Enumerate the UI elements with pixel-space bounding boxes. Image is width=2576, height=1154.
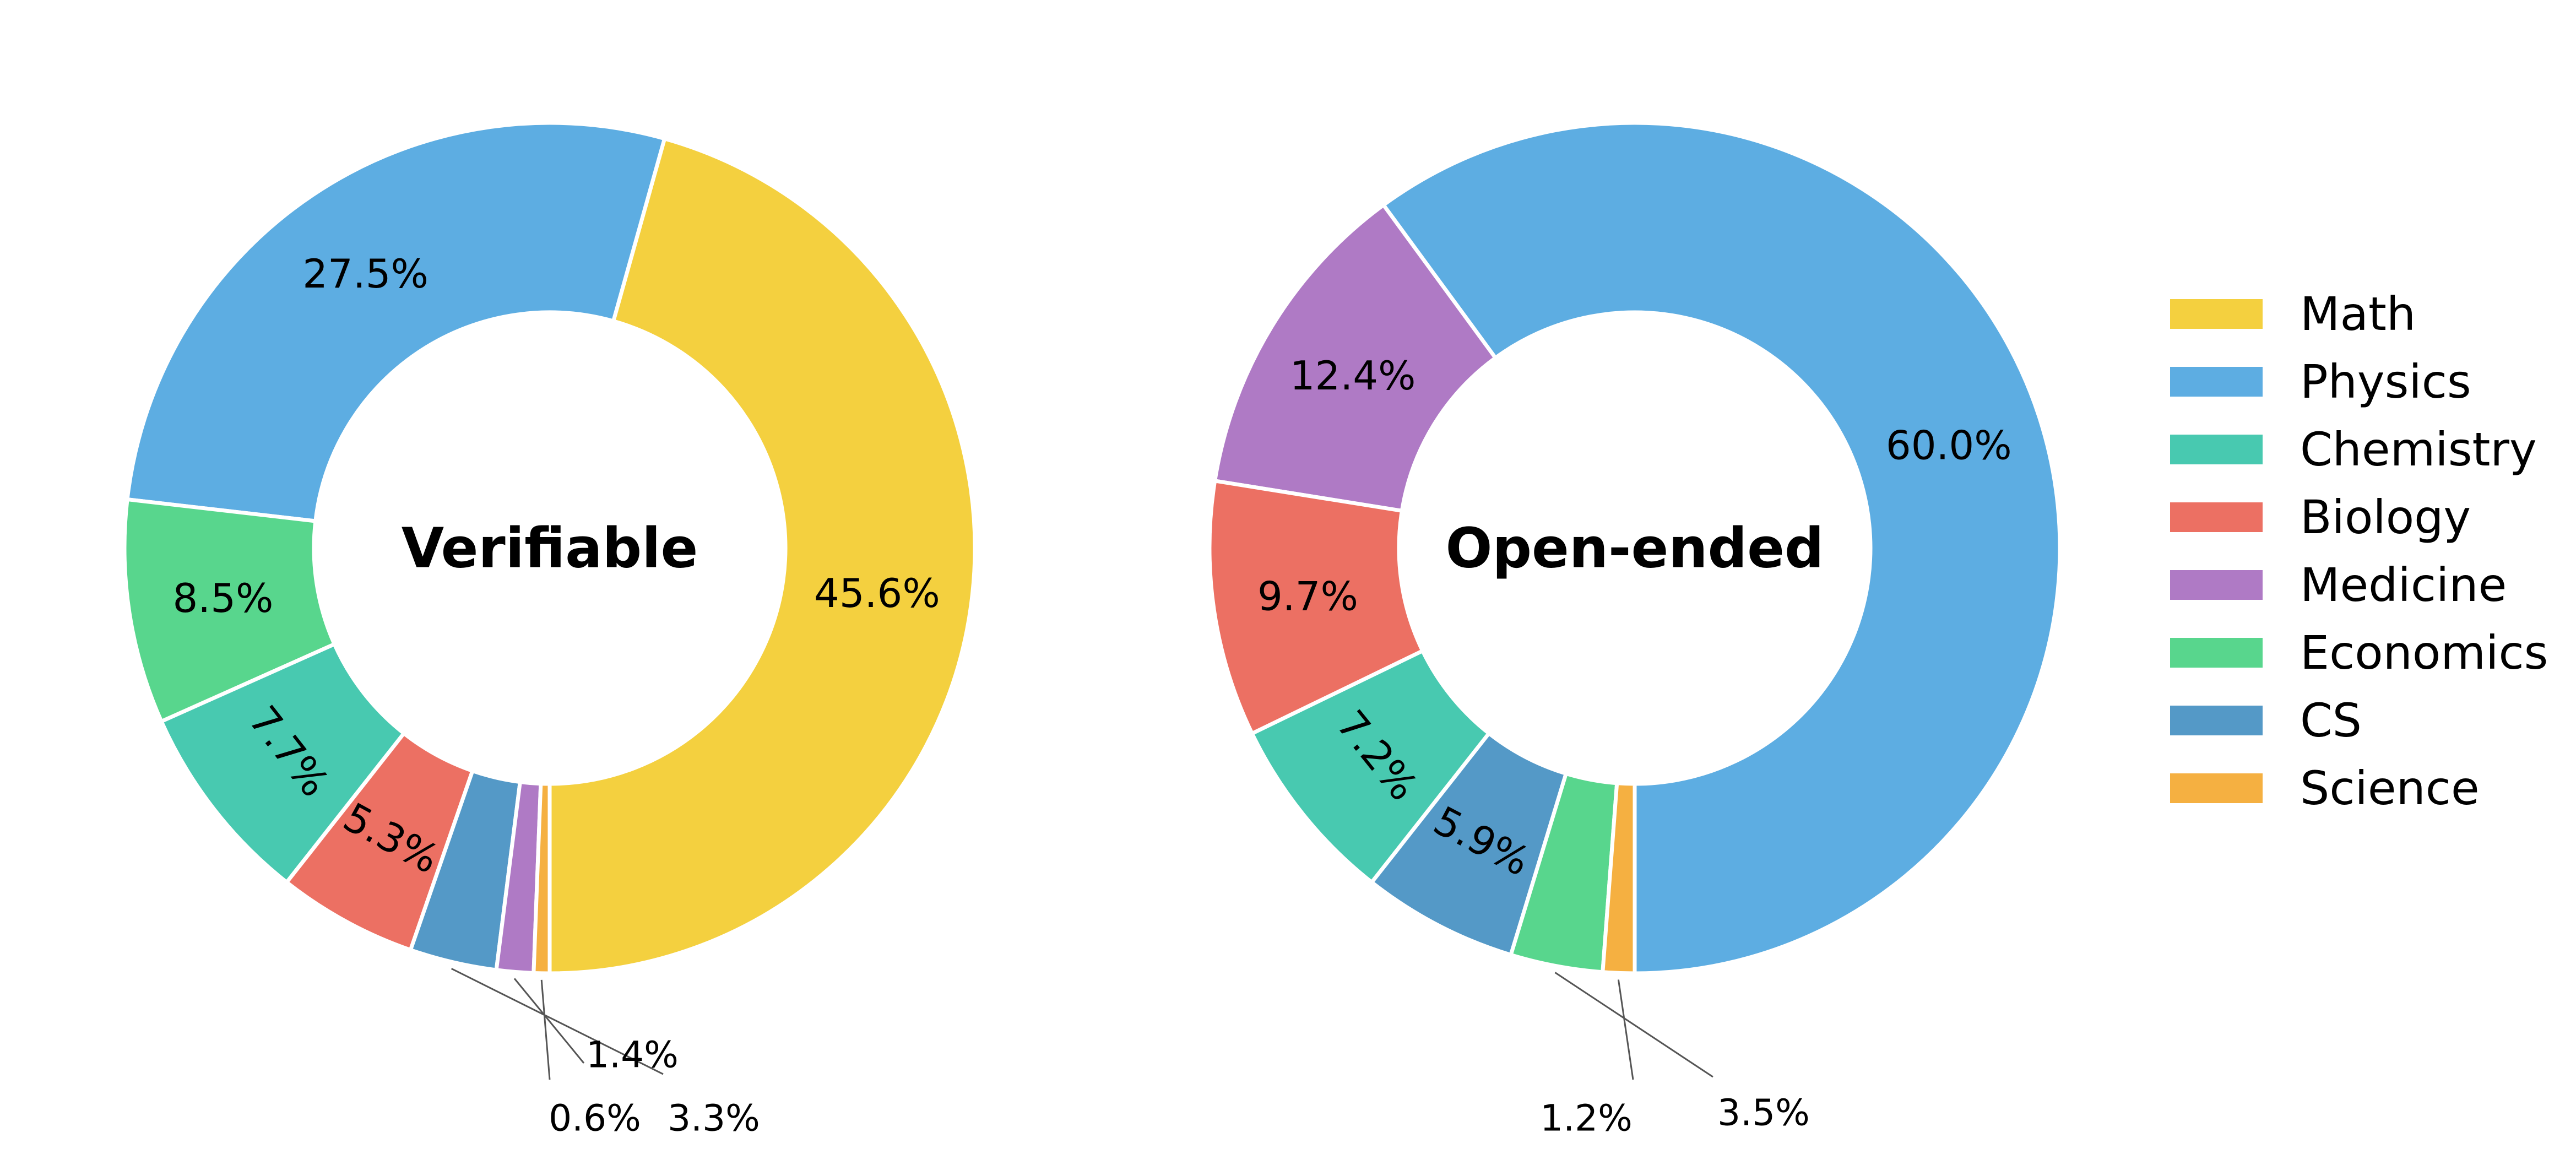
legend-label-physics: Physics [2300, 355, 2471, 409]
legend-label-medicine: Medicine [2300, 558, 2507, 612]
slice-biology [1207, 479, 1425, 736]
donut-center-title: Open-ended [1445, 516, 1824, 581]
slice-label-science: 1.2% [1540, 1097, 1633, 1140]
slice-math [547, 137, 977, 976]
donut-center-title: Verifiable [402, 516, 698, 581]
legend: Math Physics Chemistry Biology Medicine Econo… [2170, 287, 2548, 815]
slice-science [532, 782, 552, 976]
slice-label-medicine: 1.4% [586, 1034, 679, 1076]
donut-verifiable: 45.6%27.5%8.5%7.7%5.3%3.3%1.4%0.6%Verifi… [122, 121, 977, 1140]
slice-science [1601, 781, 1637, 976]
slice-physics [125, 121, 667, 523]
slice-label-economics: 8.5% [173, 575, 274, 621]
slice-label-medicine: 12.4% [1290, 353, 1416, 399]
leader-line-medicine [513, 978, 585, 1064]
donut-open-ended: 60.0%12.4%9.7%7.2%5.9%3.5%1.2%Open-ended [1207, 121, 2062, 1140]
legend-swatch-cs [2170, 706, 2263, 735]
slice-label-science: 0.6% [549, 1097, 641, 1140]
slice-label-math: 45.6% [814, 570, 940, 616]
slice-label-physics: 60.0% [1886, 422, 2012, 469]
slice-medicine [1213, 203, 1498, 513]
legend-label-math: Math [2300, 287, 2416, 341]
legend-swatch-economics [2170, 638, 2263, 668]
legend-label-cs: CS [2300, 694, 2362, 747]
legend-label-economics: Economics [2300, 626, 2548, 680]
leader-line-cs [451, 968, 664, 1075]
slice-label-biology: 9.7% [1257, 573, 1358, 619]
legend-swatch-biology [2170, 502, 2263, 532]
slice-physics [1381, 121, 2062, 976]
legend-label-chemistry: Chemistry [2300, 422, 2537, 476]
leader-line-economics [1554, 972, 1713, 1078]
leader-line-science [540, 979, 551, 1080]
slice-label-physics: 27.5% [302, 251, 429, 297]
legend-swatch-math [2170, 299, 2263, 329]
legend-swatch-science [2170, 773, 2263, 803]
slice-label-economics: 3.5% [1717, 1092, 1810, 1134]
legend-label-science: Science [2300, 761, 2480, 815]
legend-swatch-physics [2170, 367, 2263, 397]
slice-label-cs: 3.3% [668, 1097, 760, 1140]
legend-swatch-medicine [2170, 570, 2263, 600]
legend-label-biology: Biology [2300, 490, 2471, 544]
leader-line-science [1617, 979, 1634, 1080]
legend-swatch-chemistry [2170, 435, 2263, 464]
